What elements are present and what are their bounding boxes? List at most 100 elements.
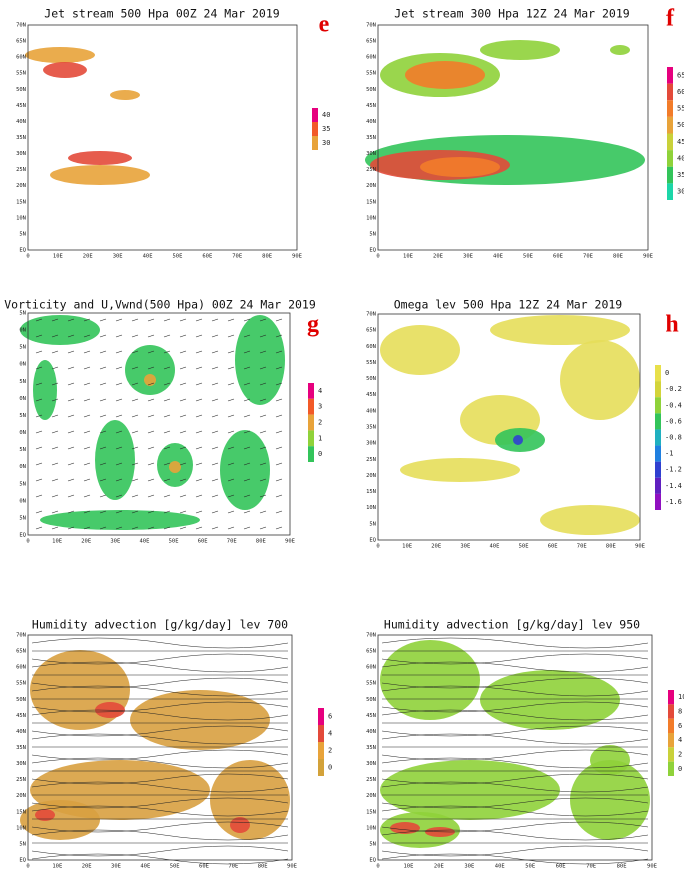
colorbar-label: -1.4	[665, 482, 682, 490]
wind-arrow	[83, 510, 91, 514]
wind-arrow	[259, 318, 267, 322]
colorbar-swatch	[312, 122, 318, 136]
wind-arrow	[51, 334, 59, 338]
lat-label: 55N	[366, 360, 376, 366]
wind-arrow	[51, 430, 59, 434]
wind-arrow	[35, 350, 43, 354]
colorbar-swatch	[655, 461, 661, 478]
lat-label: 60N	[366, 665, 376, 671]
wind-arrow	[163, 382, 171, 386]
lat-label: 60N	[16, 665, 26, 671]
wind-arrow	[99, 494, 107, 498]
wind-arrow	[163, 462, 171, 466]
wind-arrow	[147, 510, 155, 514]
colorbar-swatch	[668, 704, 674, 719]
colorbar-label: 40	[322, 111, 330, 119]
wind-arrow	[67, 318, 75, 322]
colorbar-swatch	[667, 116, 673, 134]
wind-arrow	[163, 510, 171, 514]
lat-label: 30N	[16, 761, 26, 767]
streamline	[381, 749, 649, 761]
lat-label: 0N	[19, 498, 26, 504]
wind-arrow	[83, 318, 91, 322]
wind-arrow	[131, 350, 139, 354]
lat-label: 50N	[16, 87, 26, 93]
colorbar-label: 40	[677, 154, 684, 162]
lat-label: 35N	[16, 745, 26, 751]
streamline	[31, 773, 289, 785]
streamline	[31, 733, 289, 745]
streamline	[31, 797, 289, 809]
wind-arrow	[259, 510, 267, 514]
wind-arrow	[131, 494, 139, 498]
wind-arrow	[243, 510, 251, 514]
field-shading	[125, 345, 175, 395]
wind-arrow	[195, 526, 203, 530]
wind-arrow	[51, 414, 59, 418]
colorbar-swatch	[668, 747, 674, 762]
lat-label: 40N	[366, 119, 376, 125]
wind-arrow	[99, 334, 107, 338]
lon-label: 50E	[170, 864, 180, 870]
wind-arrow	[227, 366, 235, 370]
wind-arrow	[211, 494, 219, 498]
lat-label: 30N	[16, 151, 26, 157]
wind-arrow	[67, 430, 75, 434]
lat-label: 65N	[366, 39, 376, 45]
wind-arrow	[99, 462, 107, 466]
colorbar-label: -0.6	[665, 417, 682, 425]
wind-arrow	[131, 478, 139, 482]
lon-label: 40E	[489, 544, 499, 550]
streamline	[381, 781, 649, 793]
lon-label: 90E	[285, 539, 295, 545]
wind-arrow	[99, 430, 107, 434]
field-shading	[480, 670, 620, 730]
wind-arrow	[275, 462, 283, 466]
colorbar-label: 35	[677, 171, 684, 179]
map-frame	[377, 634, 653, 861]
wind-arrow	[99, 526, 107, 530]
wind-arrow	[115, 350, 123, 354]
field-shading	[380, 760, 560, 820]
wind-arrow	[35, 462, 43, 466]
colorbar-label: 0	[318, 450, 322, 458]
lon-label: 0	[376, 864, 379, 870]
colorbar-label: 2	[678, 751, 682, 759]
lat-label: 15N	[16, 809, 26, 815]
wind-arrow	[131, 334, 139, 338]
wind-arrow	[83, 478, 91, 482]
streamline	[381, 637, 649, 649]
wind-arrow	[275, 318, 283, 322]
lat-label: EQ	[369, 858, 376, 864]
wind-arrow	[163, 494, 171, 498]
lon-label: 90E	[292, 254, 302, 260]
lon-label: 30E	[110, 539, 120, 545]
wind-arrow	[115, 526, 123, 530]
wind-arrow	[227, 446, 235, 450]
lat-label: EQ	[19, 533, 26, 539]
streamline	[381, 805, 649, 817]
wind-arrow	[243, 382, 251, 386]
wind-arrow	[211, 318, 219, 322]
wind-arrow	[115, 478, 123, 482]
lat-label: 15N	[366, 809, 376, 815]
colorbar-swatch	[312, 108, 318, 122]
lat-label: 65N	[16, 39, 26, 45]
streamline	[31, 653, 289, 665]
wind-arrow	[67, 398, 75, 402]
lat-label: 5N	[19, 481, 26, 487]
lat-label: 40N	[16, 729, 26, 735]
colorbar-label: 8	[678, 708, 682, 716]
wind-arrow	[227, 382, 235, 386]
wind-arrow	[275, 446, 283, 450]
wind-arrow	[147, 318, 155, 322]
lat-label: EQ	[369, 538, 376, 544]
wind-arrow	[243, 478, 251, 482]
wind-arrow	[275, 414, 283, 418]
wind-arrow	[67, 494, 75, 498]
colorbar-swatch	[318, 759, 324, 776]
lon-label: 0	[376, 254, 379, 260]
field-shading	[95, 420, 135, 500]
streamline	[381, 725, 649, 737]
lat-label: 55N	[366, 71, 376, 77]
